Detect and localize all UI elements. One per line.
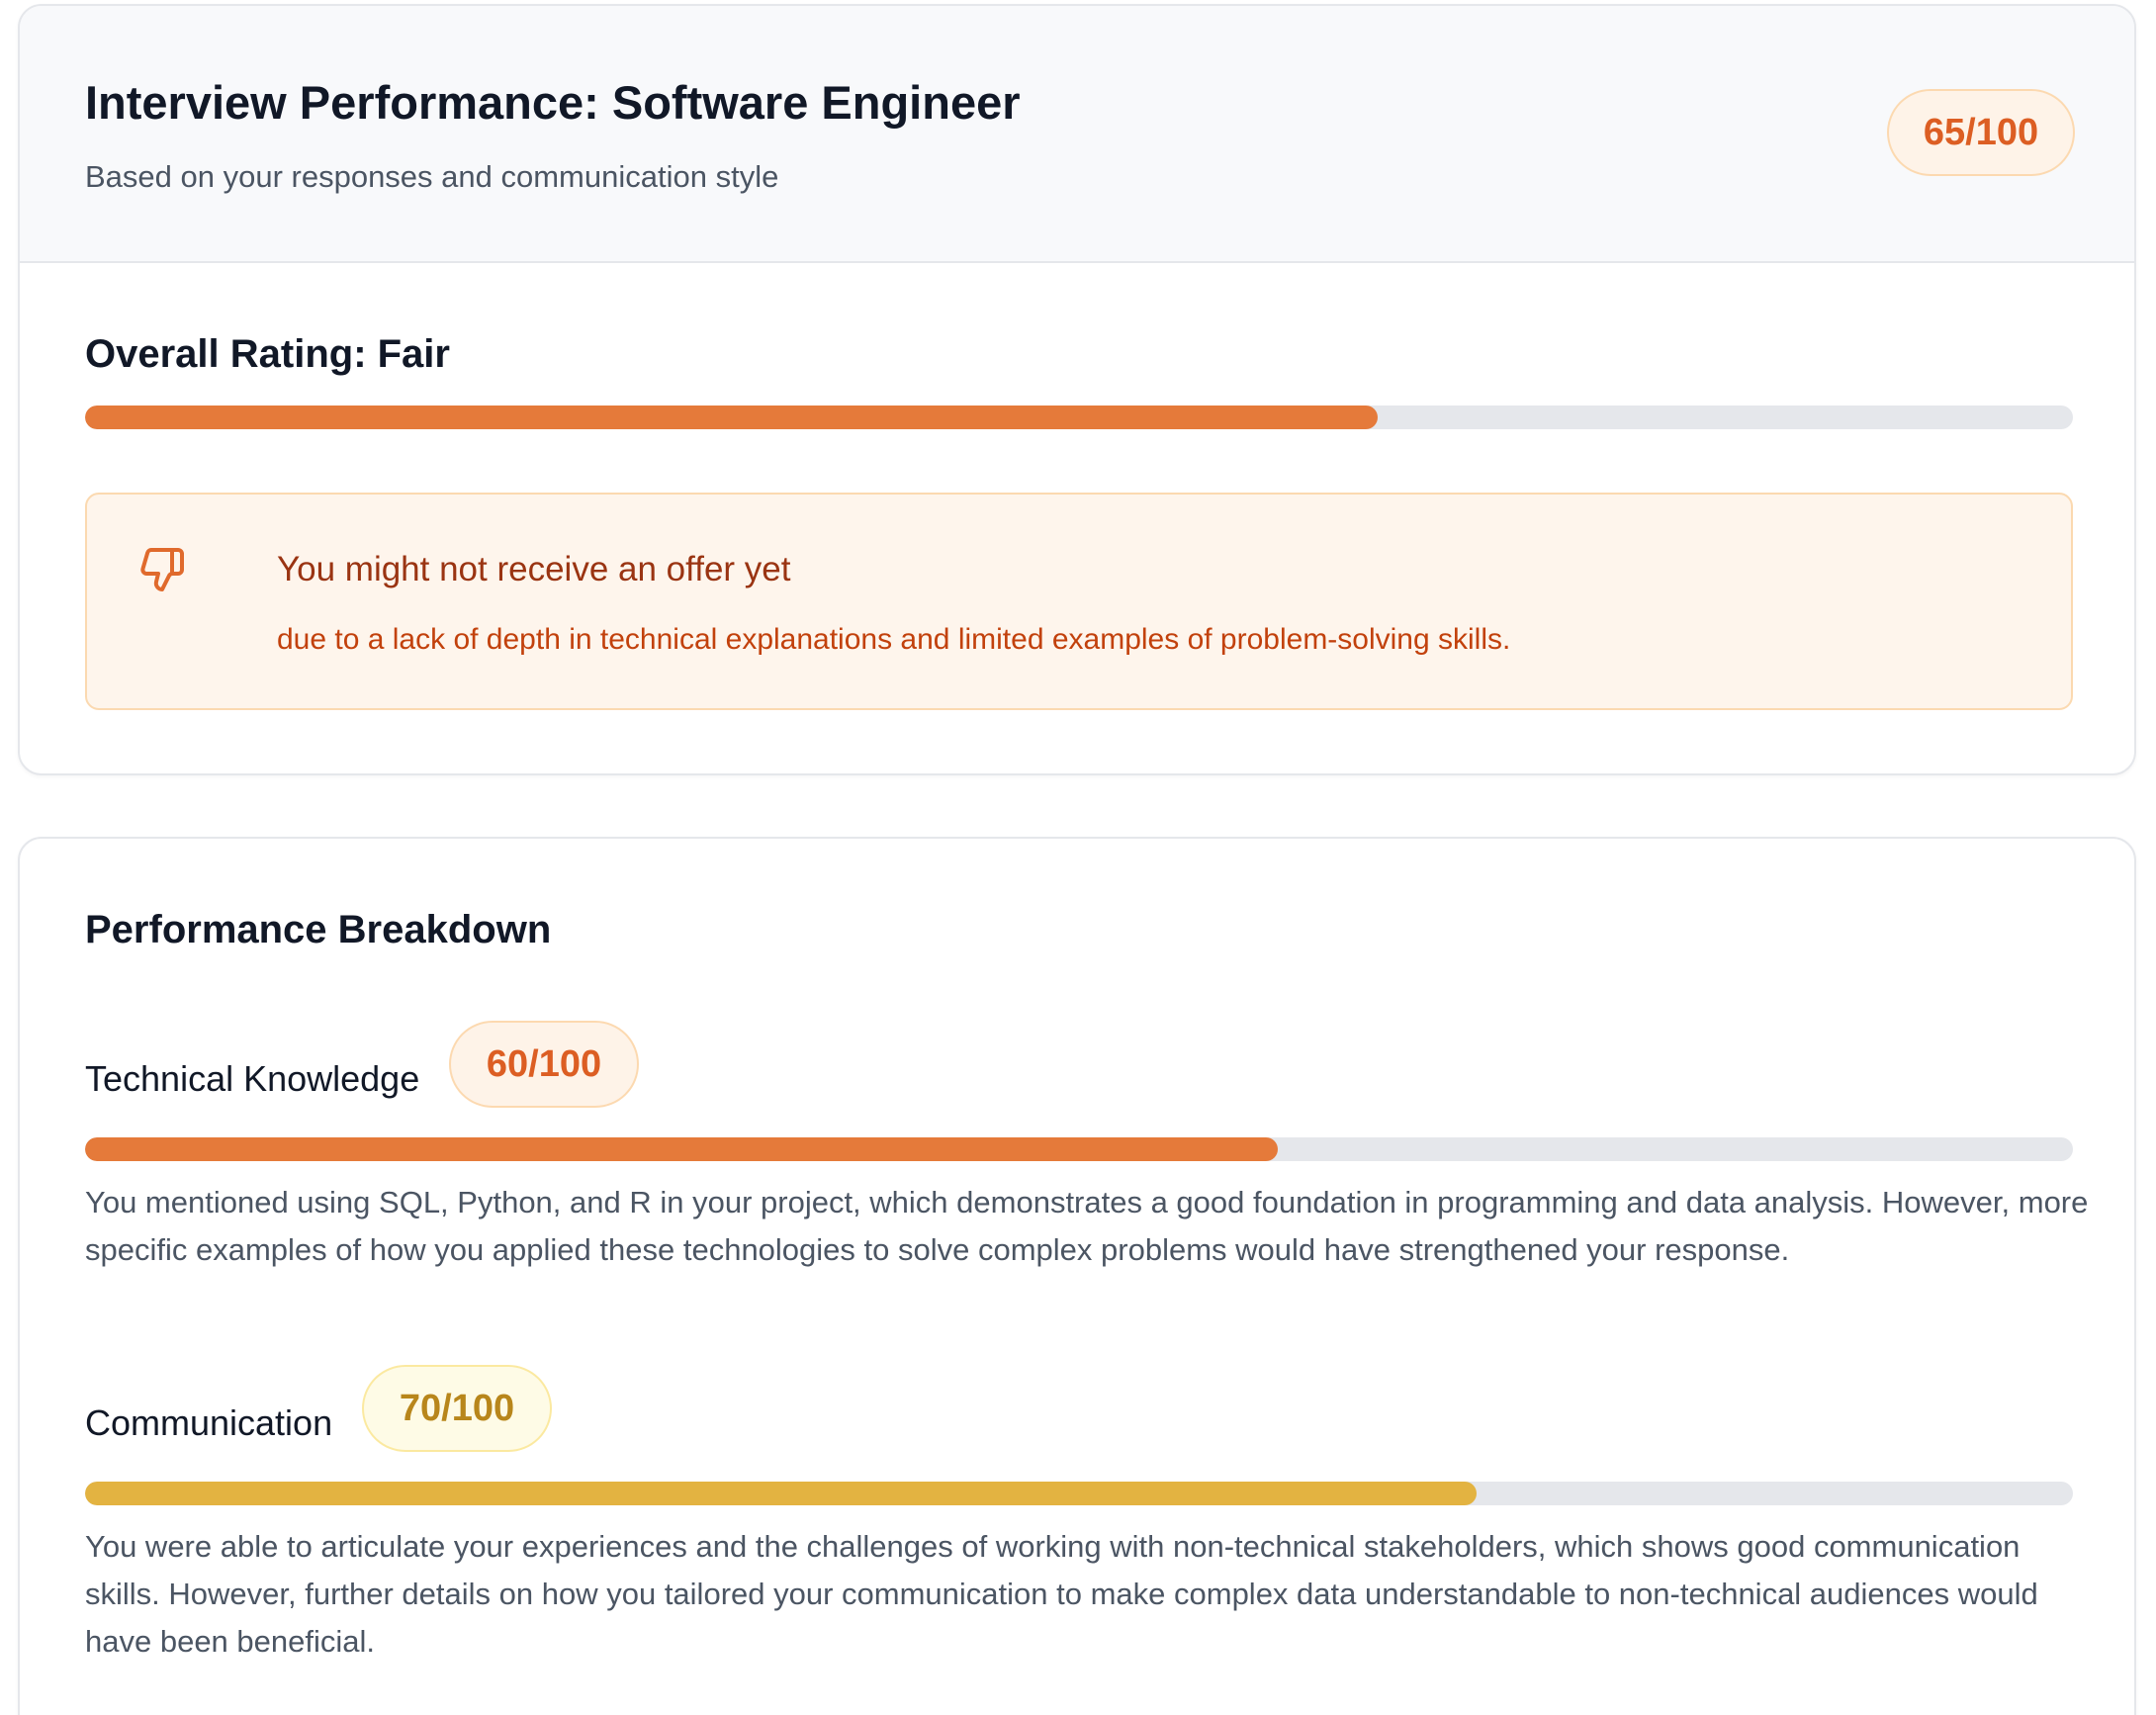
metric-description: You mentioned using SQL, Python, and R i… <box>85 1185 2089 1267</box>
metric-progress-fill <box>85 1137 1278 1161</box>
overall-progress-bar <box>85 406 2073 429</box>
alert-title: You might not receive an offer yet <box>277 550 791 588</box>
card-header: Interview Performance: Software Engineer… <box>20 6 2134 263</box>
alert-description: due to a lack of depth in technical expl… <box>277 623 1511 656</box>
breakdown-title: Performance Breakdown <box>85 908 552 951</box>
page-subtitle: Based on your responses and communicatio… <box>85 159 779 194</box>
metric-progress-bar <box>85 1137 2073 1161</box>
overall-rating-title: Overall Rating: Fair <box>85 332 450 376</box>
thumbs-down-icon <box>140 548 184 591</box>
metric-progress-bar <box>85 1482 2073 1505</box>
metric-score-badge: 60/100 <box>449 1021 639 1108</box>
offer-alert: You might not receive an offer yet due t… <box>85 493 2073 710</box>
overall-progress-fill <box>85 406 1378 429</box>
metric-label: Technical Knowledge <box>85 1058 420 1099</box>
page-title: Interview Performance: Software Engineer <box>85 76 1021 129</box>
overall-card: Interview Performance: Software Engineer… <box>18 4 2136 775</box>
breakdown-card: Performance Breakdown Technical Knowledg… <box>18 837 2136 1715</box>
overall-score-badge: 65/100 <box>1887 89 2075 176</box>
metric-description: You were able to articulate your experie… <box>85 1529 2038 1659</box>
metric-score-badge: 70/100 <box>362 1365 552 1452</box>
metric-label: Communication <box>85 1402 333 1443</box>
metric-progress-fill <box>85 1482 1477 1505</box>
